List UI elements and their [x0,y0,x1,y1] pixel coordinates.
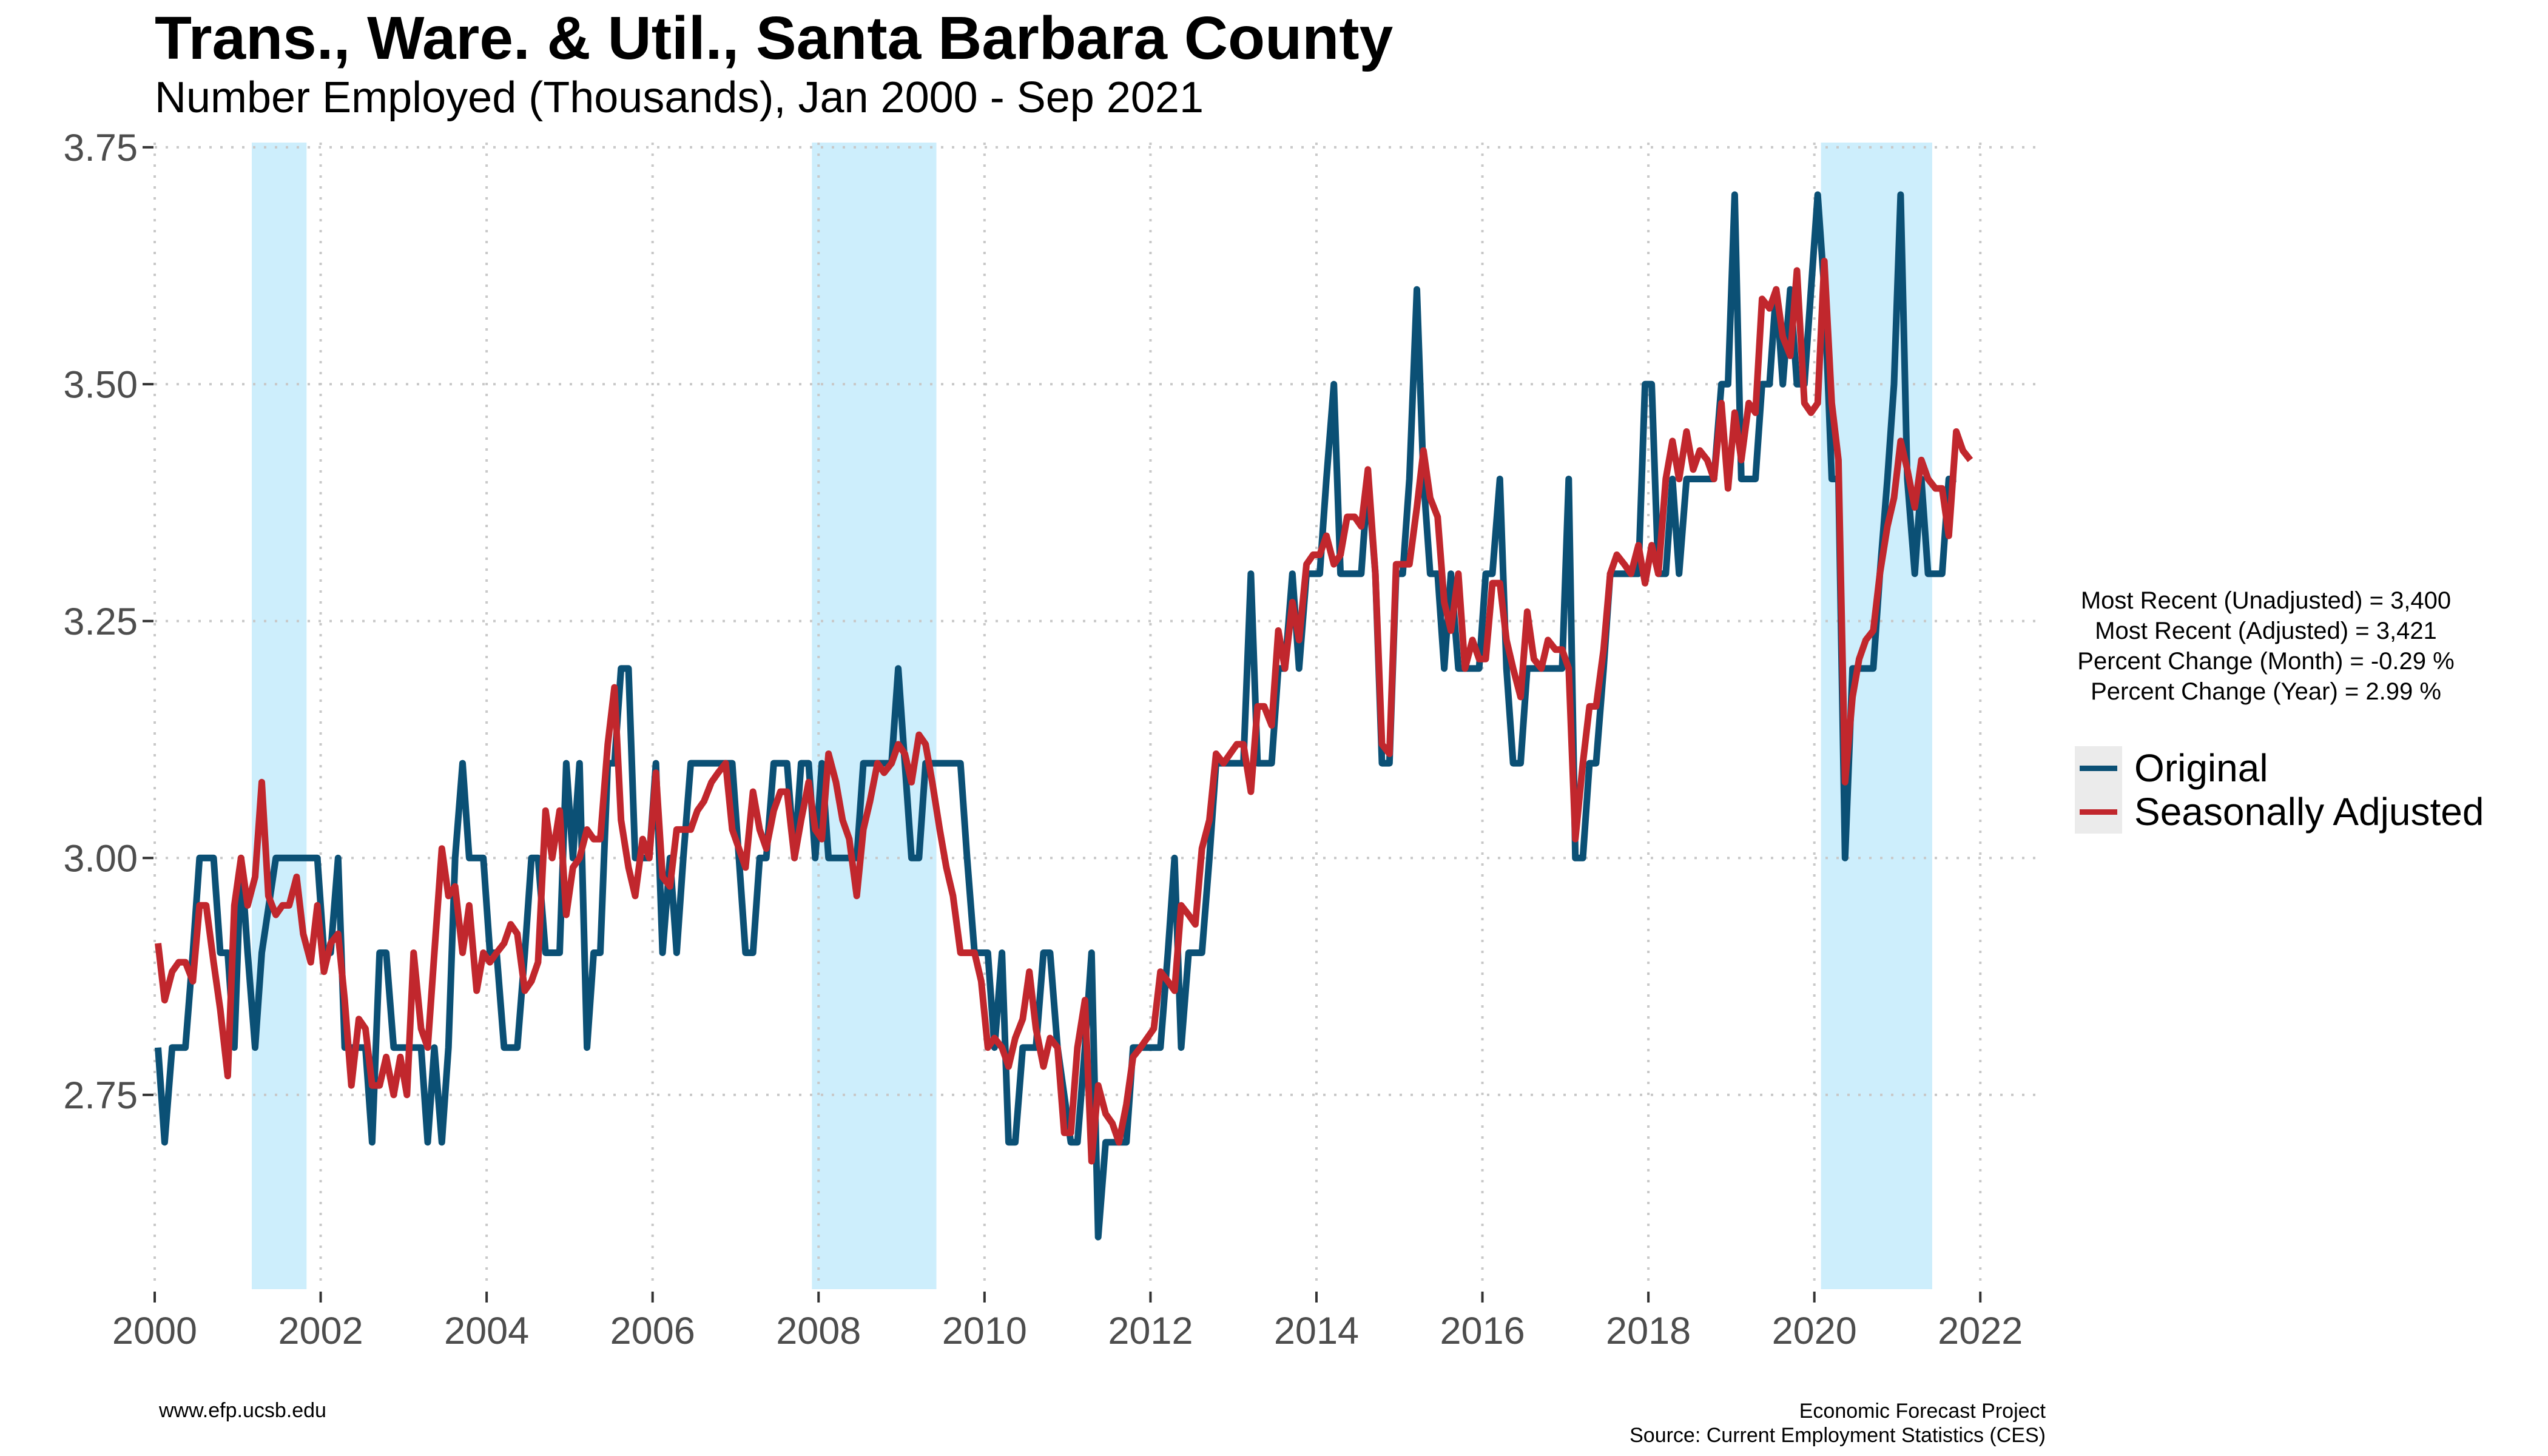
footer-source: Economic Forecast Project Source: Curren… [1630,1399,2046,1448]
x-tick-label-2014: 2014 [1274,1310,1359,1352]
y-tick-label-1: 3.00 [63,837,138,880]
stat-most-recent-unadjusted: Most Recent (Unadjusted) = 3,400 [2080,587,2452,614]
x-tick-label-2002: 2002 [278,1310,363,1352]
x-tick-label-2022: 2022 [1938,1310,2023,1352]
x-tick-label-2004: 2004 [444,1310,529,1352]
stat-most-recent-adjusted: Most Recent (Adjusted) = 3,421 [2095,618,2437,644]
legend-label-adjusted: Seasonally Adjusted [2134,790,2484,834]
legend-label-original: Original [2134,746,2268,790]
x-tick-label-2016: 2016 [1440,1310,1525,1352]
x-tick-label-2010: 2010 [942,1310,1027,1352]
chart-title: Trans., Ware. & Util., Santa Barbara Cou… [155,4,1394,72]
recession-band-1 [812,143,937,1289]
footer-source-line: Source: Current Employment Statistics (C… [1630,1424,2046,1447]
y-tick-label-0: 2.75 [63,1074,138,1117]
y-tick-label-4: 3.75 [63,127,138,169]
series-lines [155,191,1973,1241]
legend: Original Seasonally Adjusted [2075,746,2484,834]
x-tick-label-2008: 2008 [776,1310,861,1352]
legend-item-adjusted: Seasonally Adjusted [2075,790,2484,834]
legend-key-original [2075,746,2122,790]
legend-key-adjusted [2075,790,2122,834]
series-line-adjusted [155,257,1973,1165]
x-tick-label-2000: 2000 [112,1310,197,1352]
recession-band-0 [252,143,307,1289]
series-line-original [155,191,1956,1241]
chart-subtitle: Number Employed (Thousands), Jan 2000 - … [155,73,1204,122]
recession-band-2 [1821,143,1932,1289]
stat-percent-change-year: Percent Change (Year) = 2.99 % [2091,678,2441,705]
summary-stats: Most Recent (Unadjusted) = 3,400 Most Re… [2035,585,2496,707]
x-tick-label-2012: 2012 [1108,1310,1193,1352]
footer-website: www.efp.ucsb.edu [159,1399,326,1422]
footer-org: Economic Forecast Project [1799,1400,2046,1423]
x-tick-label-2020: 2020 [1772,1310,1857,1352]
y-tick-label-2: 3.25 [63,601,138,643]
stat-percent-change-month: Percent Change (Month) = -0.29 % [2077,648,2455,675]
x-tick-label-2006: 2006 [610,1310,695,1352]
x-tick-label-2018: 2018 [1606,1310,1691,1352]
legend-item-original: Original [2075,746,2484,790]
y-tick-label-3: 3.50 [63,363,138,406]
axes: 2000 2002 2004 2006 2008 2010 2012 2014 2016 2018… [63,127,2023,1352]
